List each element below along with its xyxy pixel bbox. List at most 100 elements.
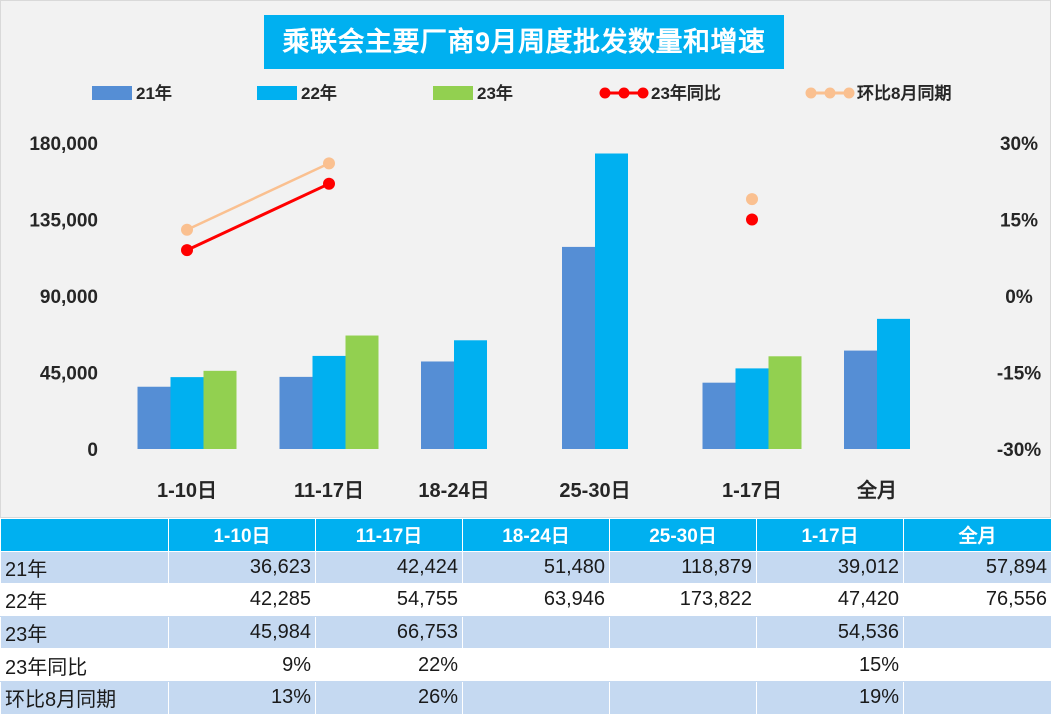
y-right-tick-label: 30% — [1000, 134, 1038, 155]
table-cell: 57,894 — [903, 550, 1051, 585]
point-环比8月同期-1-17日 — [746, 193, 758, 206]
x-tick-label: 18-24日 — [418, 480, 489, 502]
table-cell — [609, 615, 757, 650]
table-header: 1-10日 — [168, 518, 316, 552]
table-header-blank — [0, 518, 169, 552]
table-cell — [903, 680, 1051, 715]
table-row: 22年 42,285 54,755 63,946 173,822 47,420 … — [0, 583, 1051, 617]
y-left-tick-label: 90,000 — [40, 287, 98, 308]
table-header: 全月 — [903, 518, 1051, 552]
bar-22年-全月 — [877, 318, 910, 449]
y-left-tick-label: 45,000 — [40, 364, 98, 385]
table-cell: 15% — [756, 648, 904, 682]
y-right-tick-label: -30% — [997, 440, 1041, 461]
legend-swatch-marker — [843, 87, 855, 99]
table-cell: 76,556 — [903, 583, 1051, 617]
chart-panel: 乘联会主要厂商9月周度批发数量和增速 0 45,000 90,000 135,000 1… — [0, 0, 1051, 518]
legend-swatch-marker — [618, 87, 630, 99]
legend-label: 环比8月同期 — [857, 83, 951, 103]
table-cell: 42,424 — [315, 550, 463, 585]
point-23年同比-1-17日 — [746, 213, 758, 226]
table-row: 环比8月同期 13% 26% 19% — [0, 680, 1051, 715]
row-label: 21年 — [0, 550, 169, 585]
bar-21年-11-17日 — [279, 376, 313, 449]
legend-swatch-marker — [637, 87, 649, 99]
chart-title: 乘联会主要厂商9月周度批发数量和增速 — [264, 15, 784, 69]
table-cell: 36,623 — [168, 550, 316, 585]
table-header: 25-30日 — [609, 518, 757, 552]
table-cell — [462, 615, 610, 650]
table-cell — [462, 680, 610, 715]
legend-swatch-marker — [805, 87, 817, 99]
y-right-tick-label: 15% — [1000, 211, 1038, 232]
row-label: 23年 — [0, 615, 169, 650]
bar-23年-11-17日 — [345, 335, 379, 449]
bar-21年-18-24日 — [421, 361, 454, 449]
table-row: 23年 45,984 66,753 54,536 — [0, 615, 1051, 650]
table-cell: 13% — [168, 680, 316, 715]
table-cell: 173,822 — [609, 583, 757, 617]
row-label: 22年 — [0, 583, 169, 617]
table-cell — [903, 615, 1051, 650]
bar-21年-1-10日 — [137, 386, 171, 449]
point-23年同比-1-10日 — [181, 244, 193, 257]
y-left-tick-label: 0 — [87, 440, 98, 461]
point-环比8月同期-11-17日 — [323, 157, 335, 170]
table-cell: 9% — [168, 648, 316, 682]
row-label: 环比8月同期 — [0, 680, 169, 715]
bar-23年-1-17日 — [768, 356, 802, 449]
table-cell: 47,420 — [756, 583, 904, 617]
data-table: 1-10日 11-17日 18-24日 25-30日 1-17日 全月 21年 … — [0, 518, 1051, 715]
table-header: 11-17日 — [315, 518, 463, 552]
point-环比8月同期-1-10日 — [181, 223, 193, 236]
table-cell: 63,946 — [462, 583, 610, 617]
legend-swatch-21年 — [92, 86, 132, 100]
y-left-tick-label: 135,000 — [29, 211, 98, 232]
bar-23年-1-10日 — [203, 370, 237, 449]
legend-swatch-marker — [824, 87, 836, 99]
legend-label: 21年 — [136, 83, 172, 103]
chart-svg: 0 45,000 90,000 135,000 180,000 -30% -15% 0% 15%… — [29, 83, 1041, 502]
y-right-tick-label: 0% — [1005, 287, 1033, 308]
table-row: 23年同比 9% 22% 15% — [0, 648, 1051, 682]
x-tick-label: 1-10日 — [157, 480, 217, 502]
bar-22年-18-24日 — [454, 340, 487, 449]
row-label: 23年同比 — [0, 648, 169, 682]
bar-21年-25-30日 — [562, 246, 595, 449]
line-环比8月同期 — [186, 162, 330, 231]
legend-swatch-22年 — [257, 86, 297, 100]
point-23年同比-11-17日 — [323, 177, 335, 190]
bar-22年-11-17日 — [312, 355, 346, 449]
legend-swatch-marker — [599, 87, 611, 99]
bar-22年-25-30日 — [595, 153, 628, 449]
x-tick-label: 11-17日 — [294, 480, 364, 502]
table-cell: 54,536 — [756, 615, 904, 650]
table-cell: 66,753 — [315, 615, 463, 650]
legend-label: 22年 — [301, 83, 337, 103]
table-cell: 54,755 — [315, 583, 463, 617]
table-cell — [462, 648, 610, 682]
bar-22年-1-17日 — [735, 368, 769, 449]
table-cell: 39,012 — [756, 550, 904, 585]
table-cell: 22% — [315, 648, 463, 682]
table-cell: 118,879 — [609, 550, 757, 585]
legend-label: 23年同比 — [651, 83, 721, 103]
table-cell: 19% — [756, 680, 904, 715]
table-cell: 51,480 — [462, 550, 610, 585]
table-header: 18-24日 — [462, 518, 610, 552]
x-tick-label: 25-30日 — [559, 480, 630, 502]
y-right-tick-label: -15% — [997, 364, 1041, 385]
bar-21年-全月 — [844, 350, 877, 449]
x-tick-label: 1-17日 — [722, 480, 782, 502]
table-header-row: 1-10日 11-17日 18-24日 25-30日 1-17日 全月 — [0, 518, 1051, 552]
table-header: 1-17日 — [756, 518, 904, 552]
line-23年同比 — [186, 182, 330, 252]
legend-label: 23年 — [477, 83, 513, 103]
table-cell — [609, 648, 757, 682]
table-row: 21年 36,623 42,424 51,480 118,879 39,012 … — [0, 550, 1051, 585]
bar-22年-1-10日 — [170, 377, 204, 449]
legend-swatch-23年 — [433, 86, 473, 100]
table-cell: 45,984 — [168, 615, 316, 650]
y-left-tick-label: 180,000 — [29, 134, 98, 155]
bar-21年-1-17日 — [702, 382, 736, 449]
